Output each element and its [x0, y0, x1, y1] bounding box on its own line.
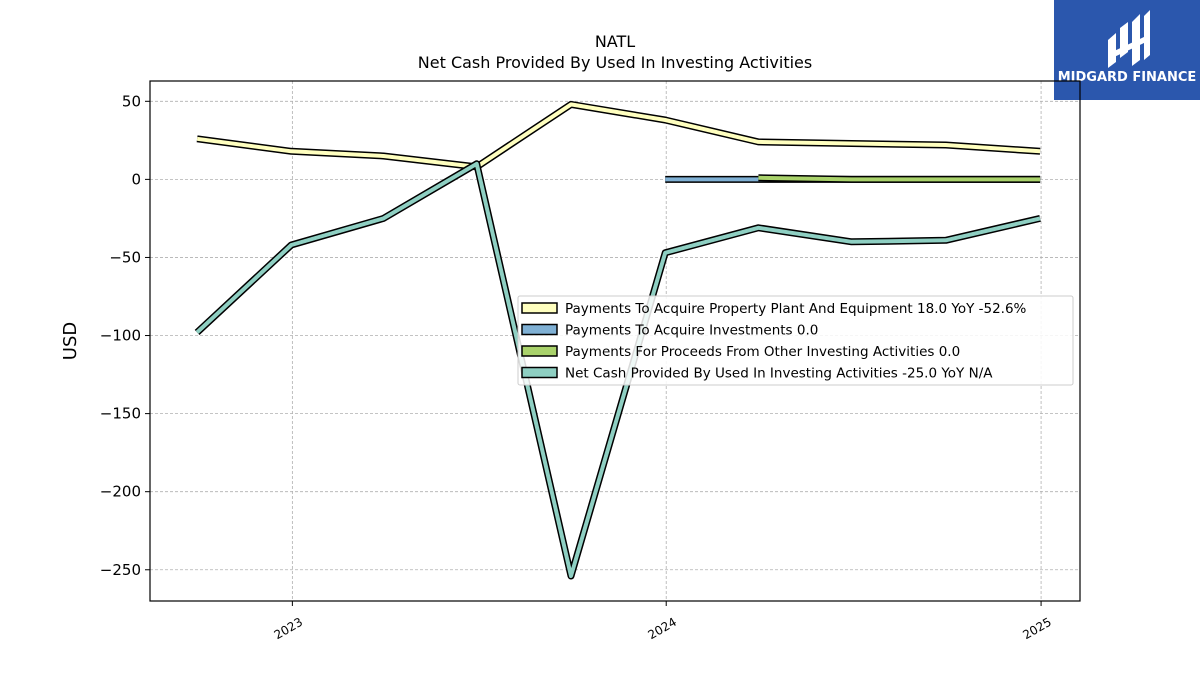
legend-swatch	[521, 323, 558, 336]
plot-frame	[149, 80, 1081, 602]
y-axis-label: USD	[60, 322, 81, 360]
series-stroke	[758, 175, 1041, 182]
series-stroke	[196, 102, 1041, 169]
legend-label: Payments To Acquire Investments 0.0	[565, 323, 818, 339]
y-tick-label: −250	[100, 561, 141, 579]
y-tick-label: −200	[100, 483, 141, 501]
x-tick-label: 2023	[272, 615, 305, 642]
logo-text: MIDGARD FINANCE	[1058, 70, 1197, 85]
legend-swatch	[521, 302, 558, 314]
x-axis-ticks: 2023 2024 2025	[272, 601, 1054, 642]
x-tick-label: 2024	[645, 615, 678, 642]
chart-subtitle: Net Cash Provided By Used In Investing A…	[418, 53, 812, 72]
legend-swatch	[521, 366, 558, 379]
chart-title: NATL	[595, 32, 635, 51]
legend-label: Payments For Proceeds From Other Investi…	[565, 344, 960, 360]
series-stroke	[195, 161, 1041, 578]
legend-item: Net Cash Provided By Used In Investing A…	[521, 366, 993, 382]
brand-logo: MIDGARD FINANCE	[1054, 0, 1200, 100]
x-tick-label: 2025	[1020, 615, 1053, 642]
legend-item: Payments To Acquire Property Plant And E…	[521, 301, 1027, 317]
logo-mark-icon	[1108, 10, 1150, 68]
y-axis-ticks: 50 0 −50 −100 −150 −200 −250	[100, 92, 150, 579]
series-lines	[194, 100, 1041, 580]
chart-legend: Payments To Acquire Property Plant And E…	[517, 295, 1074, 386]
legend-label: Payments To Acquire Property Plant And E…	[565, 301, 1027, 317]
legend-item: Payments To Acquire Investments 0.0	[521, 323, 818, 339]
y-tick-label: −150	[100, 405, 141, 423]
y-tick-label: 0	[131, 170, 141, 188]
legend-swatch	[521, 345, 558, 357]
y-tick-label: −100	[100, 327, 141, 345]
y-tick-label: −50	[109, 248, 141, 266]
legend-label: Net Cash Provided By Used In Investing A…	[565, 366, 993, 382]
y-tick-label: 50	[122, 92, 141, 110]
legend-item: Payments For Proceeds From Other Investi…	[521, 344, 960, 360]
series-line-1	[196, 100, 1041, 171]
series-line-3	[758, 174, 1041, 183]
series-line-4	[194, 160, 1041, 580]
legend-box	[517, 295, 1074, 386]
